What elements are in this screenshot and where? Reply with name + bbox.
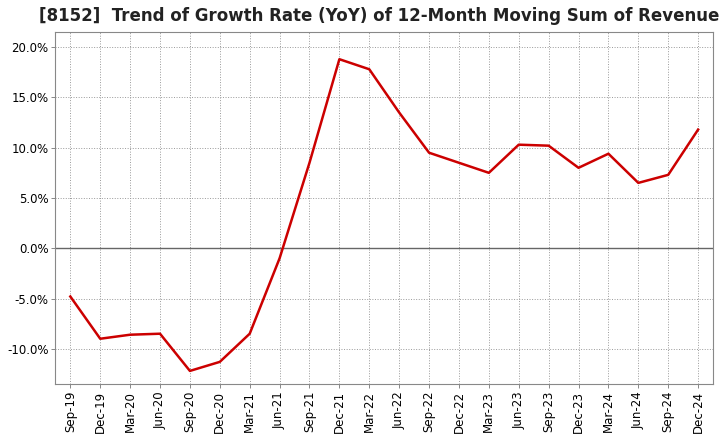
- Title: [8152]  Trend of Growth Rate (YoY) of 12-Month Moving Sum of Revenues: [8152] Trend of Growth Rate (YoY) of 12-…: [39, 7, 720, 25]
